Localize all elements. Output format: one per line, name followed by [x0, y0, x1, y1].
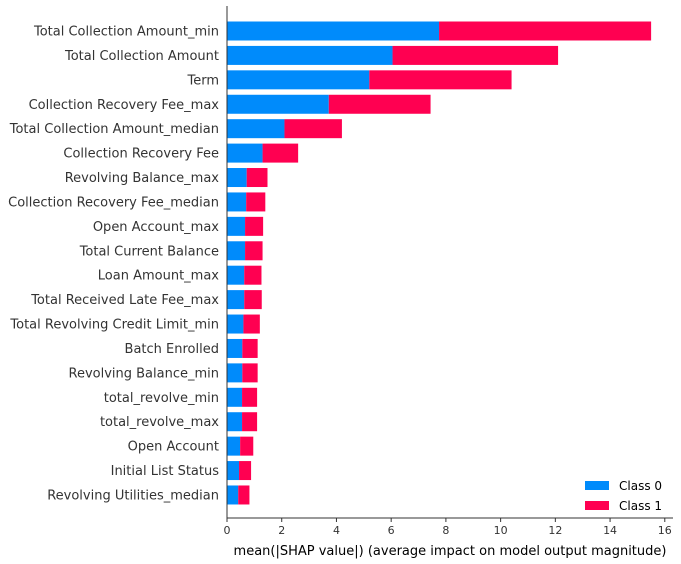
- feature-label: Revolving Balance_max: [65, 171, 220, 186]
- bar-class-1-revolving-utilities-median: [238, 485, 250, 505]
- bar-class-0-collection-recovery-fee-max: [227, 94, 329, 114]
- feature-label: Total Received Late Fee_max: [30, 293, 219, 308]
- bar-class-1-batch-enrolled: [242, 338, 258, 358]
- legend-swatch-class-1: [585, 501, 609, 510]
- legend: Class 0 Class 1: [585, 479, 662, 513]
- bar-class-1-total-revolve-max: [242, 412, 258, 432]
- x-axis-title: mean(|SHAP value|) (average impact on mo…: [234, 544, 667, 559]
- bar-class-1-total-received-late-fee-max: [244, 290, 262, 310]
- feature-label: Batch Enrolled: [125, 342, 219, 357]
- bar-class-0-revolving-utilities-median: [227, 485, 239, 505]
- x-tick-label: 14: [603, 524, 617, 537]
- bar-class-0-total-revolve-min: [227, 387, 243, 407]
- bar-class-1-revolving-balance-min: [242, 363, 258, 383]
- bar-class-1-total-collection-amount: [392, 45, 559, 65]
- bar-class-1-total-collection-amount-median: [284, 119, 342, 139]
- bar-class-0-total-revolve-max: [227, 412, 243, 432]
- bar-class-1-total-revolve-min: [242, 387, 258, 407]
- bar-class-0-total-collection-amount: [227, 45, 393, 65]
- bar-class-1-initial-list-status: [239, 461, 252, 481]
- bar-class-1-open-account: [240, 436, 254, 456]
- bar-class-0-total-revolving-credit-limit-min: [227, 314, 244, 334]
- feature-label: Open Account_max: [93, 220, 219, 235]
- feature-label: Collection Recovery Fee: [63, 147, 219, 162]
- bar-class-0-initial-list-status: [227, 461, 240, 481]
- bar-class-0-total-collection-amount-median: [227, 119, 285, 139]
- bar-class-1-open-account-max: [245, 216, 264, 236]
- bar-class-1-collection-recovery-fee-median: [246, 192, 266, 212]
- feature-label: Open Account: [128, 440, 219, 455]
- bar-class-0-open-account: [227, 436, 241, 456]
- feature-label: Term: [186, 73, 219, 88]
- bar-class-0-total-current-balance: [227, 241, 246, 261]
- bar-class-1-loan-amount-max: [244, 265, 262, 285]
- bar-class-0-total-collection-amount-min: [227, 21, 440, 41]
- feature-labels-group: Total Collection Amount_min Total Collect…: [8, 25, 219, 504]
- bar-class-0-open-account-max: [227, 216, 246, 236]
- legend-label-class-1: Class 1: [619, 499, 662, 513]
- bar-class-0-total-received-late-fee-max: [227, 290, 245, 310]
- legend-swatch-class-0: [585, 481, 609, 490]
- feature-label: Total Collection Amount_min: [33, 25, 219, 40]
- x-tick-label: 8: [442, 524, 449, 537]
- feature-label: Collection Recovery Fee_max: [29, 98, 220, 113]
- feature-label: total_revolve_min: [104, 391, 219, 406]
- bar-class-1-term: [369, 70, 512, 90]
- bar-class-1-collection-recovery-fee-max: [328, 94, 431, 114]
- x-ticks-group: 0 2 4 6 8 10 12 14 16: [224, 518, 672, 537]
- bars-group: [227, 21, 652, 505]
- feature-label: Revolving Utilities_median: [47, 488, 219, 503]
- x-tick-label: 4: [333, 524, 340, 537]
- feature-label: Total Collection Amount_median: [9, 122, 219, 137]
- feature-label: Total Current Balance: [79, 244, 219, 259]
- bar-class-1-total-revolving-credit-limit-min: [243, 314, 260, 334]
- bar-class-1-total-current-balance: [245, 241, 263, 261]
- bar-class-1-revolving-balance-max: [246, 168, 268, 188]
- bar-class-0-revolving-balance-max: [227, 168, 247, 188]
- feature-label: Collection Recovery Fee_median: [8, 195, 219, 210]
- feature-label: total_revolve_max: [100, 415, 219, 430]
- feature-label: Loan Amount_max: [98, 269, 220, 284]
- bar-class-0-revolving-balance-min: [227, 363, 243, 383]
- bar-class-1-collection-recovery-fee: [262, 143, 299, 163]
- x-tick-label: 2: [278, 524, 285, 537]
- bar-class-0-collection-recovery-fee: [227, 143, 263, 163]
- bar-class-0-loan-amount-max: [227, 265, 245, 285]
- x-tick-label: 16: [658, 524, 672, 537]
- legend-label-class-0: Class 0: [619, 479, 662, 493]
- x-tick-label: 10: [494, 524, 508, 537]
- x-tick-label: 0: [224, 524, 231, 537]
- feature-label: Total Revolving Credit Limit_min: [9, 318, 219, 333]
- bar-class-0-collection-recovery-fee-median: [227, 192, 247, 212]
- feature-label: Total Collection Amount: [64, 49, 219, 64]
- feature-label: Initial List Status: [111, 464, 220, 479]
- x-tick-label: 12: [548, 524, 562, 537]
- bar-class-1-total-collection-amount-min: [439, 21, 652, 41]
- bar-class-0-batch-enrolled: [227, 338, 243, 358]
- x-tick-label: 6: [388, 524, 395, 537]
- bar-class-0-term: [227, 70, 370, 90]
- feature-label: Revolving Balance_min: [69, 366, 220, 381]
